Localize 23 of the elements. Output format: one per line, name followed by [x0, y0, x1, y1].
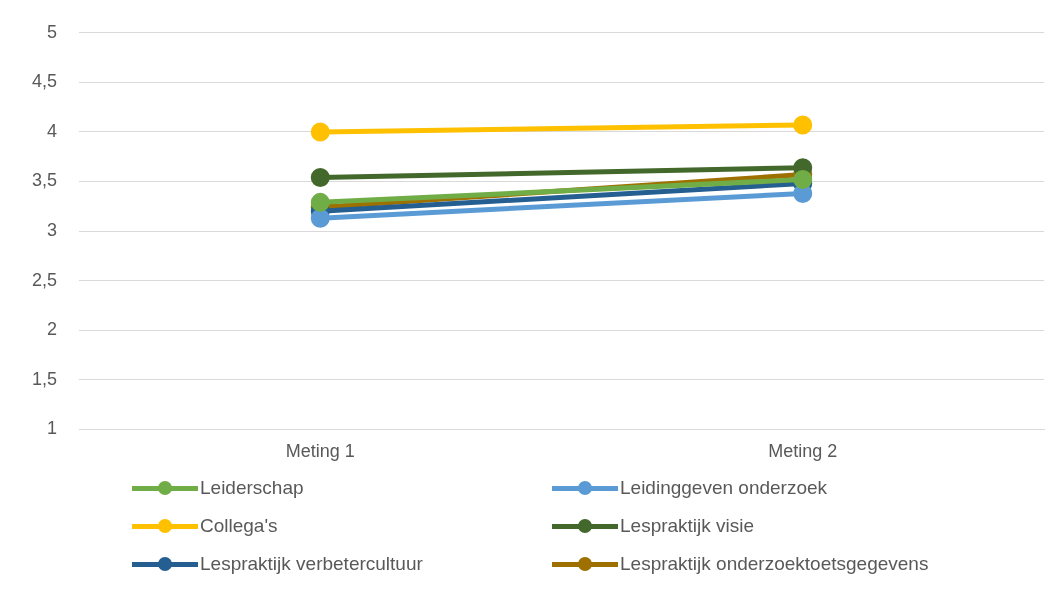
point [310, 168, 330, 188]
point [310, 192, 330, 212]
y-tick-label: 1,5 [31, 368, 58, 389]
y-tick-label: 5 [47, 21, 58, 42]
y-tick-label: 2,5 [31, 269, 58, 290]
legend-label: Lespraktijk onderzoektoetsgegevens [620, 553, 929, 575]
point [310, 208, 330, 228]
point [793, 170, 813, 190]
y-tick-label: 2 [47, 319, 58, 340]
x-tick-label: Meting 1 [285, 441, 355, 462]
y-tick-label: 3,5 [31, 170, 58, 191]
point [793, 115, 813, 135]
y-tick-label: 4 [47, 120, 58, 141]
legend-label: Collega's [200, 515, 278, 537]
legend-label: Leiderschap [200, 477, 304, 499]
y-tick-label: 4,5 [31, 71, 58, 92]
y-tick-label: 3 [47, 220, 58, 241]
legend-label: Lespraktijk visie [620, 515, 755, 537]
legend-label: Leidinggeven onderzoek [620, 477, 828, 499]
x-tick-label: Meting 2 [768, 441, 838, 462]
legend-label: Lespraktijk verbetercultuur [200, 553, 423, 575]
point [310, 122, 330, 142]
y-tick-label: 1 [47, 418, 58, 439]
